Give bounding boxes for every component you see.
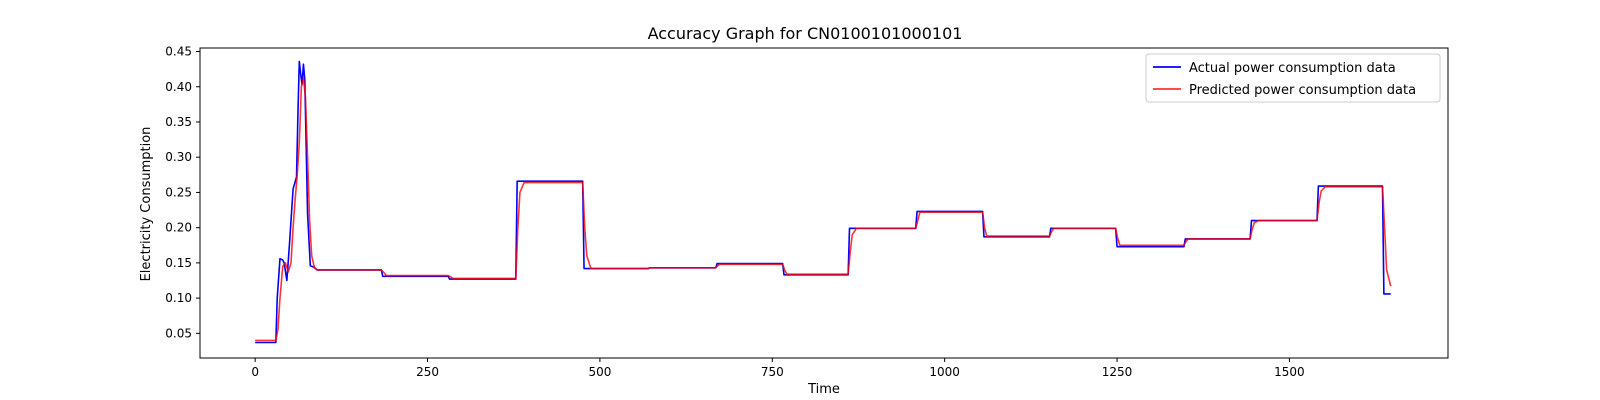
- y-tick-label: 0.45: [165, 45, 192, 59]
- x-tick-label: 250: [416, 365, 439, 379]
- y-tick-label: 0.15: [165, 256, 192, 270]
- legend-label: Actual power consumption data: [1189, 61, 1396, 76]
- x-tick-label: 1000: [929, 365, 960, 379]
- y-axis-label: Electricity Consumption: [139, 127, 154, 282]
- x-tick-label: 1500: [1274, 365, 1305, 379]
- plot-frame: [199, 47, 1449, 359]
- y-tick-label: 0.05: [165, 326, 192, 340]
- x-axis: 0 250 500 750 1000 1250 1500: [251, 358, 1305, 379]
- y-tick-label: 0.10: [165, 291, 192, 305]
- y-axis: 0.05 0.10 0.15 0.20 0.25 0.30 0.35 0.40 0.45: [165, 45, 200, 340]
- x-tick-label: 500: [588, 365, 611, 379]
- plot-area: [255, 60, 1392, 344]
- series-line-predicted: [255, 77, 1392, 342]
- legend: Actual power consumption data Predicted p…: [1145, 53, 1441, 103]
- y-tick-label: 0.35: [165, 115, 192, 129]
- y-tick-label: 0.20: [165, 221, 192, 235]
- x-tick-label: 1250: [1102, 365, 1133, 379]
- series-line-actual: [255, 60, 1391, 344]
- legend-box: [1145, 53, 1441, 103]
- y-tick-label: 0.30: [165, 150, 192, 164]
- x-tick-label: 750: [761, 365, 784, 379]
- chart-title: Accuracy Graph for CN0100101000101: [648, 24, 963, 43]
- x-tick-label: 0: [251, 365, 259, 379]
- y-tick-label: 0.25: [165, 185, 192, 199]
- y-tick-label: 0.40: [165, 80, 192, 94]
- legend-label: Predicted power consumption data: [1189, 83, 1416, 98]
- x-axis-label: Time: [807, 382, 840, 397]
